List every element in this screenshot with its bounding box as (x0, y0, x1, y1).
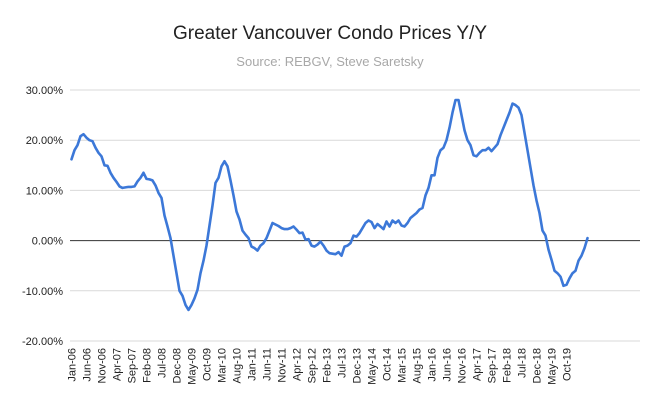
x-tick-label: Apr-12 (292, 348, 304, 381)
x-tick-label: Aug-10 (232, 348, 244, 383)
y-tick-label: 0.00% (32, 236, 63, 248)
x-tick-label: Nov-06 (97, 348, 109, 383)
x-tick-label: Oct-14 (382, 348, 394, 381)
x-tick-label: Jun-16 (442, 348, 454, 382)
x-tick-label: Sep-12 (307, 348, 319, 383)
x-tick-label: Oct-19 (562, 348, 574, 381)
x-tick-label: Jul-08 (157, 348, 169, 378)
x-tick-label: Sep-07 (127, 348, 139, 383)
x-tick-label: Apr-17 (472, 348, 484, 381)
series-line (70, 98, 589, 312)
x-tick-label: Nov-11 (277, 348, 289, 383)
x-tick-label: Dec-13 (352, 348, 364, 383)
x-tick-label: May-14 (367, 348, 379, 385)
x-tick-label: Mar-10 (217, 348, 229, 383)
x-tick-label: Jul-13 (337, 348, 349, 378)
chart-title: Greater Vancouver Condo Prices Y/Y (173, 23, 487, 44)
x-tick-label: Dec-08 (172, 348, 184, 383)
y-tick-label: 10.00% (26, 185, 64, 197)
x-tick-label: Jan-11 (247, 348, 259, 381)
x-tick-label: Dec-18 (532, 348, 544, 383)
x-tick-label: Sep-17 (487, 348, 499, 383)
x-tick-label: Feb-13 (322, 348, 334, 383)
x-tick-label: Jun-11 (262, 348, 274, 381)
series-layer (70, 98, 589, 312)
x-tick-label: May-09 (187, 348, 199, 385)
x-tick-label: Oct-09 (202, 348, 214, 381)
x-tick-label: Apr-07 (112, 348, 124, 381)
y-tick-label: 20.00% (26, 135, 64, 147)
x-tick-label: Mar-15 (397, 348, 409, 383)
y-axis-tick-labels: 30.00% 20.00% 10.00% 0.00% -10.00% -20.00% (22, 85, 63, 348)
x-tick-label: May-19 (547, 348, 559, 385)
x-tick-label: Jul-18 (517, 348, 529, 378)
x-tick-label: Feb-18 (502, 348, 514, 383)
x-axis-tick-labels: Jan-06 Jun-06 Nov-06 Apr-07 Sep-07 Feb-08 Jul-… (67, 348, 574, 385)
y-tick-label: 30.00% (26, 85, 64, 97)
x-tick-label: Jan-16 (427, 348, 439, 382)
x-tick-label: Nov-16 (457, 348, 469, 383)
gridlines (70, 89, 640, 342)
x-tick-label: Aug-15 (412, 348, 424, 383)
x-tick-label: Feb-08 (142, 348, 154, 383)
chart-subtitle: Source: REBGV, Steve Saretsky (236, 54, 424, 69)
x-tick-label: Jan-06 (67, 348, 79, 382)
y-tick-label: -20.00% (22, 336, 63, 348)
y-tick-label: -10.00% (22, 286, 63, 298)
x-tick-label: Jun-06 (82, 348, 94, 382)
